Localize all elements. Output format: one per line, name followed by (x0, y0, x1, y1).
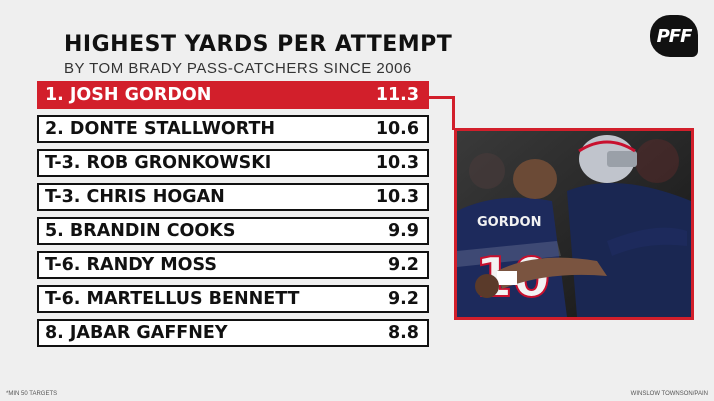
jersey-name: GORDON (477, 215, 541, 230)
player-photo-illustration: 10 GORDON (457, 131, 691, 317)
player-name: 2. DONTE STALLWORTH (45, 119, 276, 139)
yards-per-attempt: 10.6 (375, 119, 419, 139)
ranking-row: 2. DONTE STALLWORTH 10.6 (37, 115, 429, 143)
footnote: *MIN 50 TARGETS (6, 391, 58, 397)
yards-per-attempt: 8.8 (387, 323, 419, 343)
photo-credit: WINSLOW TOWNSON/PAIN (630, 391, 708, 397)
ranking-row: 1. JOSH GORDON 11.3 (37, 81, 429, 109)
player-photo: 10 GORDON (454, 128, 694, 320)
player-name: 8. JABAR GAFFNEY (45, 323, 228, 343)
highlight-connector (429, 96, 455, 130)
player-name: 1. JOSH GORDON (45, 85, 212, 105)
pff-logo: PFF (650, 15, 698, 57)
yards-per-attempt: 9.2 (387, 289, 419, 309)
player-name: T-6. MARTELLUS BENNETT (45, 289, 300, 309)
yards-per-attempt: 10.3 (375, 153, 419, 173)
ranking-row: T-6. RANDY MOSS 9.2 (37, 251, 429, 279)
ranking-row: 5. BRANDIN COOKS 9.9 (37, 217, 429, 245)
page-title: HIGHEST YARDS PER ATTEMPT (64, 32, 453, 57)
yards-per-attempt: 11.3 (375, 85, 419, 105)
player-name: T-6. RANDY MOSS (45, 255, 217, 275)
yards-per-attempt: 10.3 (375, 187, 419, 207)
ranking-row: 8. JABAR GAFFNEY 8.8 (37, 319, 429, 347)
ranking-row: T-6. MARTELLUS BENNETT 9.2 (37, 285, 429, 313)
player-name: T-3. ROB GRONKOWSKI (45, 153, 272, 173)
ranking-list: 1. JOSH GORDON 11.3 2. DONTE STALLWORTH … (37, 81, 429, 353)
ranking-row: T-3. ROB GRONKOWSKI 10.3 (37, 149, 429, 177)
page-subtitle: BY TOM BRADY PASS-CATCHERS SINCE 2006 (64, 60, 412, 77)
player-name: T-3. CHRIS HOGAN (45, 187, 225, 207)
ranking-row: T-3. CHRIS HOGAN 10.3 (37, 183, 429, 211)
yards-per-attempt: 9.9 (387, 221, 419, 241)
player-name: 5. BRANDIN COOKS (45, 221, 236, 241)
yards-per-attempt: 9.2 (387, 255, 419, 275)
